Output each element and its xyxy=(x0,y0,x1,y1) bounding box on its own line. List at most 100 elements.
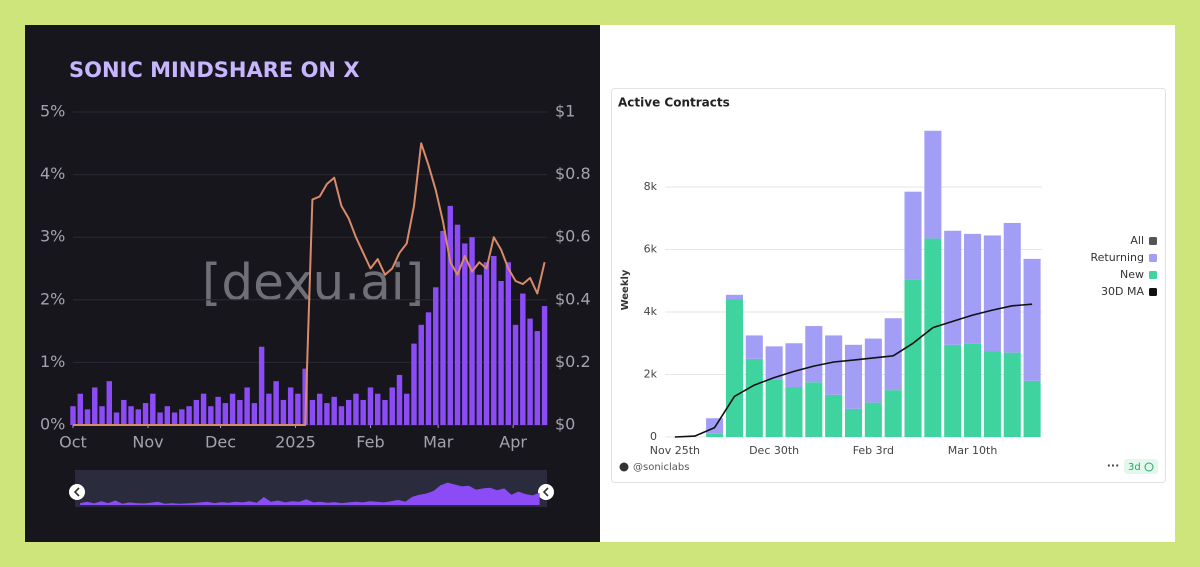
x-tick-label: Dec 30th xyxy=(749,444,799,457)
bar xyxy=(864,338,882,403)
bar xyxy=(353,393,359,425)
menu-icon[interactable]: ··· xyxy=(1107,459,1120,472)
bar xyxy=(193,399,200,425)
x-tick-label: Nov xyxy=(132,433,163,452)
legend-swatch xyxy=(1149,271,1157,279)
x-tick-label: Dec xyxy=(205,433,236,452)
bar xyxy=(266,393,272,425)
bar xyxy=(92,387,98,425)
bar xyxy=(1023,258,1041,381)
bar xyxy=(440,230,446,425)
bar xyxy=(389,387,395,425)
line xyxy=(73,142,546,426)
bar xyxy=(864,402,882,437)
bar xyxy=(805,326,823,383)
y-tick-label: 8k xyxy=(644,180,658,193)
badge-text: 3d xyxy=(1128,462,1141,473)
bar xyxy=(745,335,763,359)
bar xyxy=(745,358,763,437)
bar xyxy=(904,279,922,437)
y-tick-label: 2% xyxy=(40,289,65,308)
navigator-handle-left[interactable] xyxy=(69,484,85,500)
bar xyxy=(512,324,519,425)
bar xyxy=(280,399,287,425)
y2-tick-label: $1 xyxy=(555,102,575,121)
bar xyxy=(706,418,724,434)
bar xyxy=(360,399,366,425)
bar xyxy=(983,351,1001,437)
bar xyxy=(135,409,142,425)
bar xyxy=(77,393,83,425)
bar xyxy=(476,274,483,425)
bar xyxy=(179,409,185,425)
bar xyxy=(367,387,374,425)
bar xyxy=(844,344,863,409)
card-border xyxy=(611,88,1166,483)
navigator-handle-right[interactable] xyxy=(538,484,554,500)
right-panel xyxy=(600,25,1175,542)
y2-tick-label: $0.2 xyxy=(555,352,591,371)
footer-source: @soniclabs xyxy=(633,462,689,473)
bar xyxy=(433,287,439,425)
bar xyxy=(70,406,76,425)
bar xyxy=(186,406,192,425)
bar xyxy=(541,306,548,425)
chart-title: SONIC MINDSHARE ON X xyxy=(69,58,360,82)
bar xyxy=(331,396,337,425)
legend-label: All xyxy=(1130,234,1144,247)
watermark: [dexu.ai] xyxy=(202,254,424,312)
bar xyxy=(884,390,902,437)
bar xyxy=(171,412,178,425)
bar xyxy=(345,399,352,425)
bar xyxy=(287,387,294,425)
bar xyxy=(251,403,258,425)
bar xyxy=(208,406,214,425)
x-tick-label: Mar xyxy=(423,433,454,452)
bar xyxy=(215,396,221,425)
y-tick-label: 4% xyxy=(40,164,65,183)
bar xyxy=(447,205,453,425)
x-tick-label: Feb 3rd xyxy=(853,444,894,457)
bar xyxy=(944,230,962,345)
y-tick-label: 3% xyxy=(40,227,65,246)
left-panel xyxy=(25,25,600,542)
bar xyxy=(222,403,229,425)
navigator-area xyxy=(80,482,540,505)
bar xyxy=(128,406,134,425)
legend-swatch xyxy=(1149,288,1157,296)
bar xyxy=(106,381,112,425)
y-tick-label: 2k xyxy=(644,368,658,381)
y-tick-label: 0% xyxy=(40,415,65,434)
bar xyxy=(142,403,149,425)
bar xyxy=(491,255,497,425)
bar xyxy=(964,233,982,344)
bar xyxy=(374,393,381,425)
bar xyxy=(295,393,301,425)
bar xyxy=(527,318,533,425)
handle-icon xyxy=(73,487,80,497)
y-axis-title: Weekly xyxy=(620,269,631,310)
y-tick-label: 6k xyxy=(644,243,658,256)
bar xyxy=(164,406,171,425)
y2-tick-label: $0.8 xyxy=(555,164,591,183)
y-tick-label: 4k xyxy=(644,305,658,318)
bar xyxy=(1003,222,1021,353)
x-tick-label: Mar 10th xyxy=(948,444,998,457)
bar xyxy=(483,262,490,425)
y-tick-label: 5% xyxy=(40,102,65,121)
source-icon xyxy=(619,462,629,472)
bar xyxy=(418,324,424,425)
bar xyxy=(725,294,743,300)
bar xyxy=(884,318,902,391)
bar xyxy=(825,394,843,437)
bar xyxy=(157,412,163,425)
bar xyxy=(382,399,388,425)
legend-swatch xyxy=(1149,254,1157,262)
y2-tick-label: $0.6 xyxy=(555,227,591,246)
bar xyxy=(1003,352,1021,437)
bar xyxy=(338,406,345,425)
bar xyxy=(725,299,743,437)
bar xyxy=(309,399,316,425)
bar xyxy=(765,379,783,437)
